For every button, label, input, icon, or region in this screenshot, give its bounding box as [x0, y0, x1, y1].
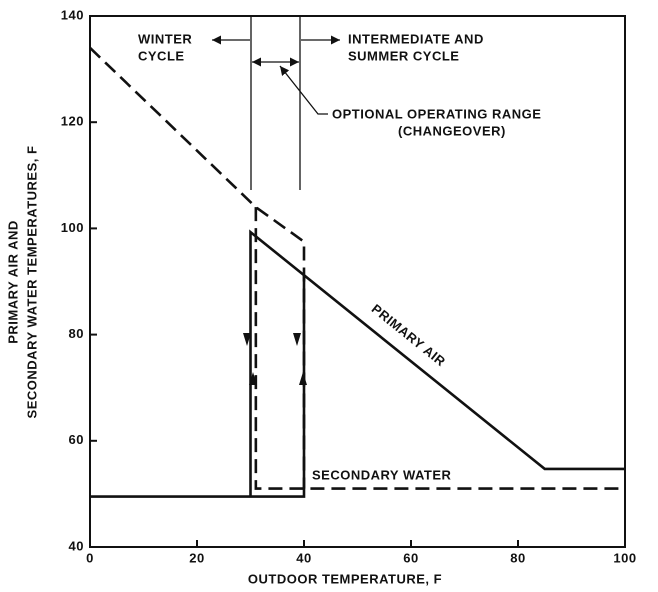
- leader-line: [279, 65, 328, 115]
- annotation: (CHANGEOVER): [398, 123, 506, 138]
- x-tick-label: 0: [86, 550, 94, 565]
- annotation: CYCLE: [138, 48, 185, 63]
- annotation: WINTER: [138, 31, 192, 46]
- direction-arrow: [293, 333, 301, 346]
- series-label: SECONDARY WATER: [312, 467, 452, 482]
- series-line: [89, 46, 625, 490]
- y-tick-label: 120: [61, 114, 84, 129]
- y-tick-label: 40: [69, 538, 84, 553]
- x-tick-label: 60: [403, 550, 418, 565]
- y-tick-label: 80: [69, 326, 84, 341]
- direction-arrow: [243, 333, 251, 346]
- x-tick-label: 100: [613, 550, 636, 565]
- y-tick-label: 60: [69, 432, 84, 447]
- x-tick-label: 20: [189, 550, 204, 565]
- series-line: [90, 229, 625, 498]
- y-axis-label: SECONDARY WATER TEMPERATURES, F: [24, 146, 39, 419]
- y-tick-label: 140: [61, 7, 84, 22]
- plot-frame: [89, 15, 626, 548]
- x-axis-label: OUTDOOR TEMPERATURE, F: [248, 571, 442, 586]
- annotation: INTERMEDIATE AND: [348, 31, 484, 46]
- annotation: SUMMER CYCLE: [348, 48, 459, 63]
- annotation: OPTIONAL OPERATING RANGE: [332, 106, 541, 121]
- x-tick-label: 80: [510, 550, 525, 565]
- x-tick-label: 40: [296, 550, 311, 565]
- y-axis-label: PRIMARY AIR AND: [5, 220, 20, 344]
- y-tick-label: 100: [61, 220, 84, 235]
